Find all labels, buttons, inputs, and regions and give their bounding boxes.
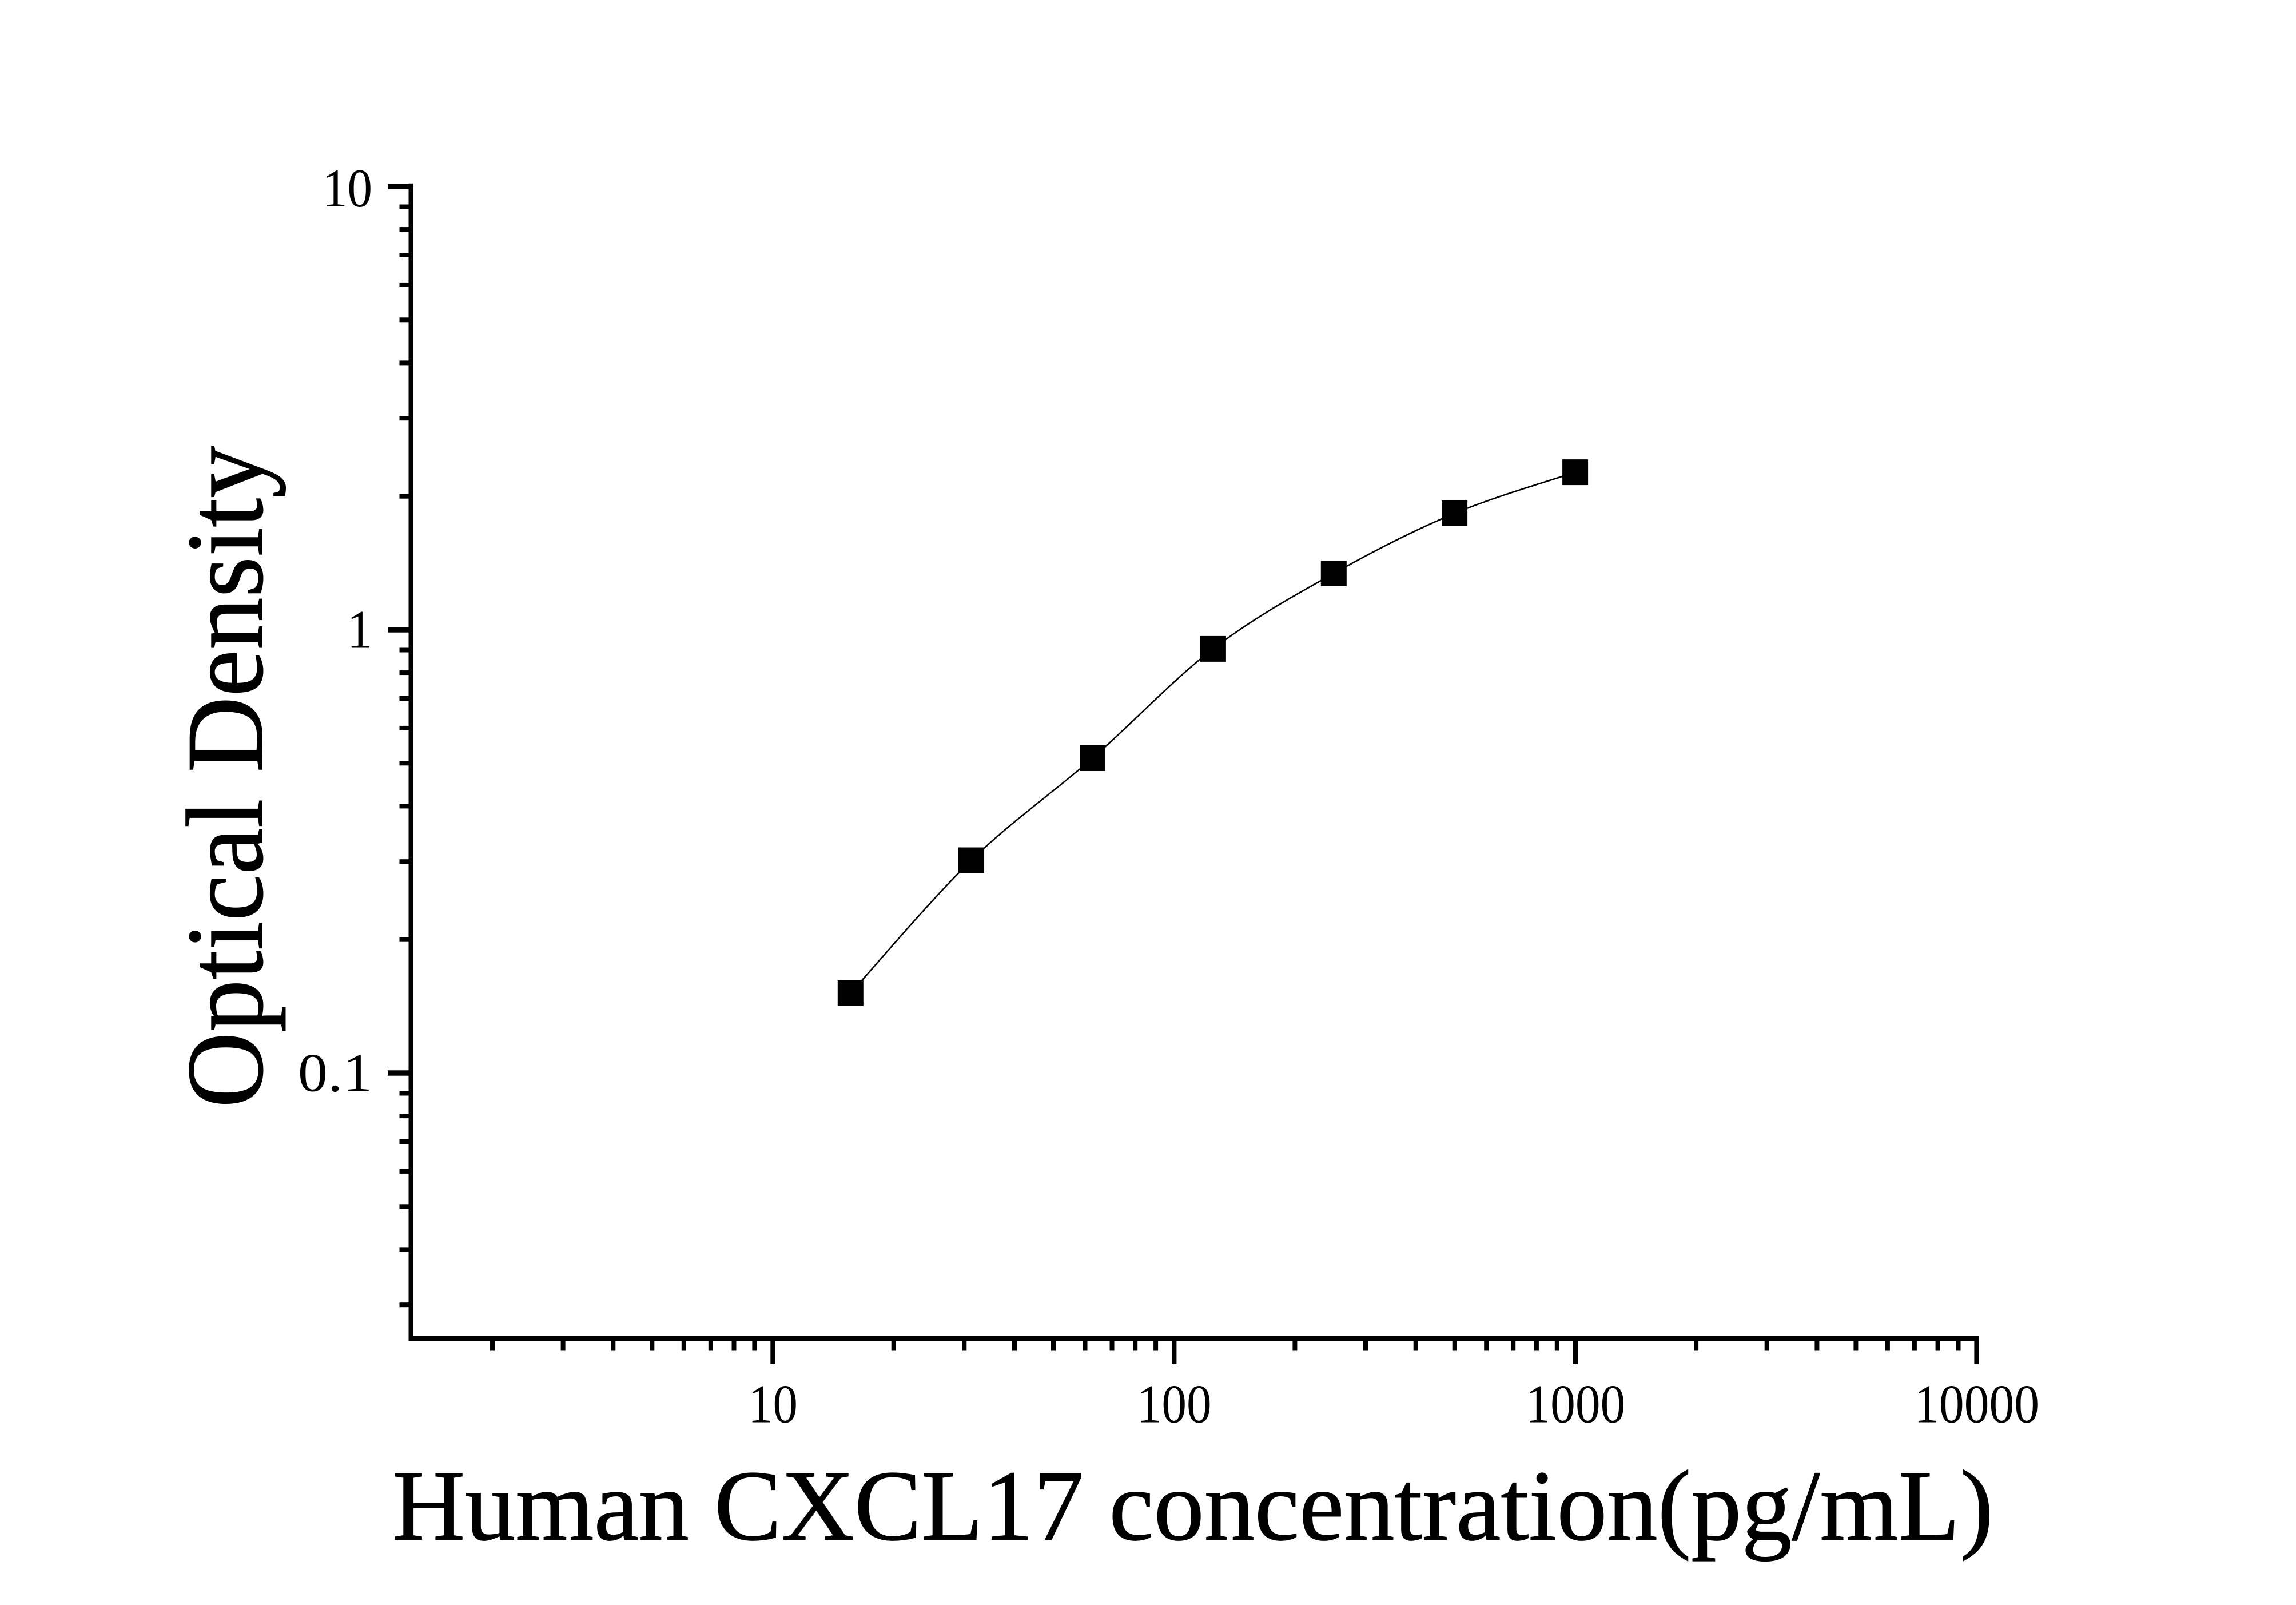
svg-text:1: 1 [347,599,372,660]
svg-text:Human CXCL17 concentration(pg/: Human CXCL17 concentration(pg/mL) [392,1451,1993,1562]
svg-text:10000: 10000 [1914,1374,2039,1435]
svg-text:Optical Density: Optical Density [164,446,286,1108]
svg-text:1000: 1000 [1525,1374,1625,1435]
svg-text:0.1: 0.1 [298,1043,372,1103]
svg-text:100: 100 [1137,1374,1212,1435]
svg-text:10: 10 [748,1374,798,1435]
svg-text:10: 10 [323,158,372,218]
